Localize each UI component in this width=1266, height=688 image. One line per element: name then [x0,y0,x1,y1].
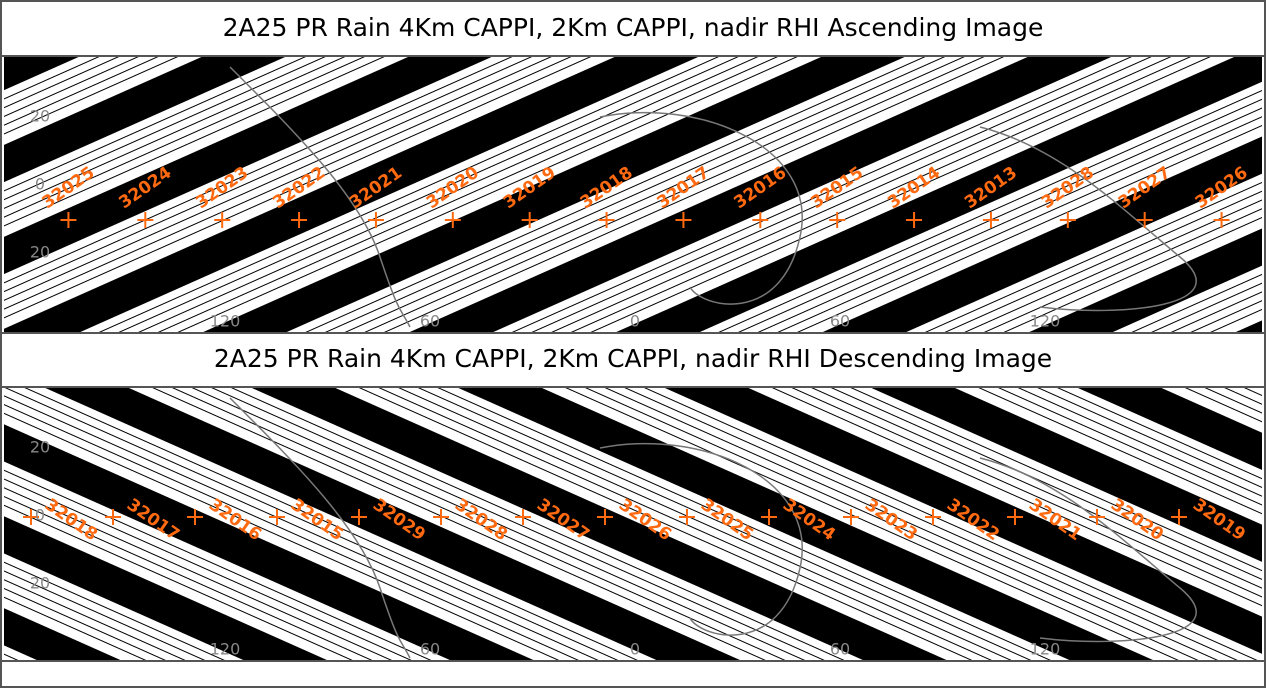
swath-map [4,57,1262,332]
coastline [229,66,411,328]
longitude-label: 60 [420,312,440,331]
longitude-label: 120 [210,640,241,659]
latitude-label: 0 [35,175,45,194]
coastline [979,126,1197,312]
longitude-label: 120 [1030,312,1061,331]
swath-map [4,388,1262,660]
panel-title: 2A25 PR Rain 4Km CAPPI, 2Km CAPPI, nadir… [223,13,1044,42]
coastlines [229,66,1197,328]
coastline [599,111,803,305]
latitude-label: 20 [30,107,50,126]
coastlines [229,397,1197,659]
longitude-label: 0 [630,640,640,659]
longitude-label: 120 [210,312,241,331]
panel-title: 2A25 PR Rain 4Km CAPPI, 2Km CAPPI, nadir… [214,344,1052,373]
coastline [599,442,803,636]
latitude-label: 20 [30,438,50,457]
latitude-label: 0 [35,506,45,525]
coastline [229,397,411,659]
latitude-label: 20 [30,574,50,593]
longitude-label: 60 [830,312,850,331]
coastline [979,457,1197,643]
longitude-label: 60 [830,640,850,659]
longitude-label: 60 [420,640,440,659]
longitude-label: 0 [630,312,640,331]
latitude-label: 20 [30,243,50,262]
longitude-label: 120 [1030,640,1061,659]
